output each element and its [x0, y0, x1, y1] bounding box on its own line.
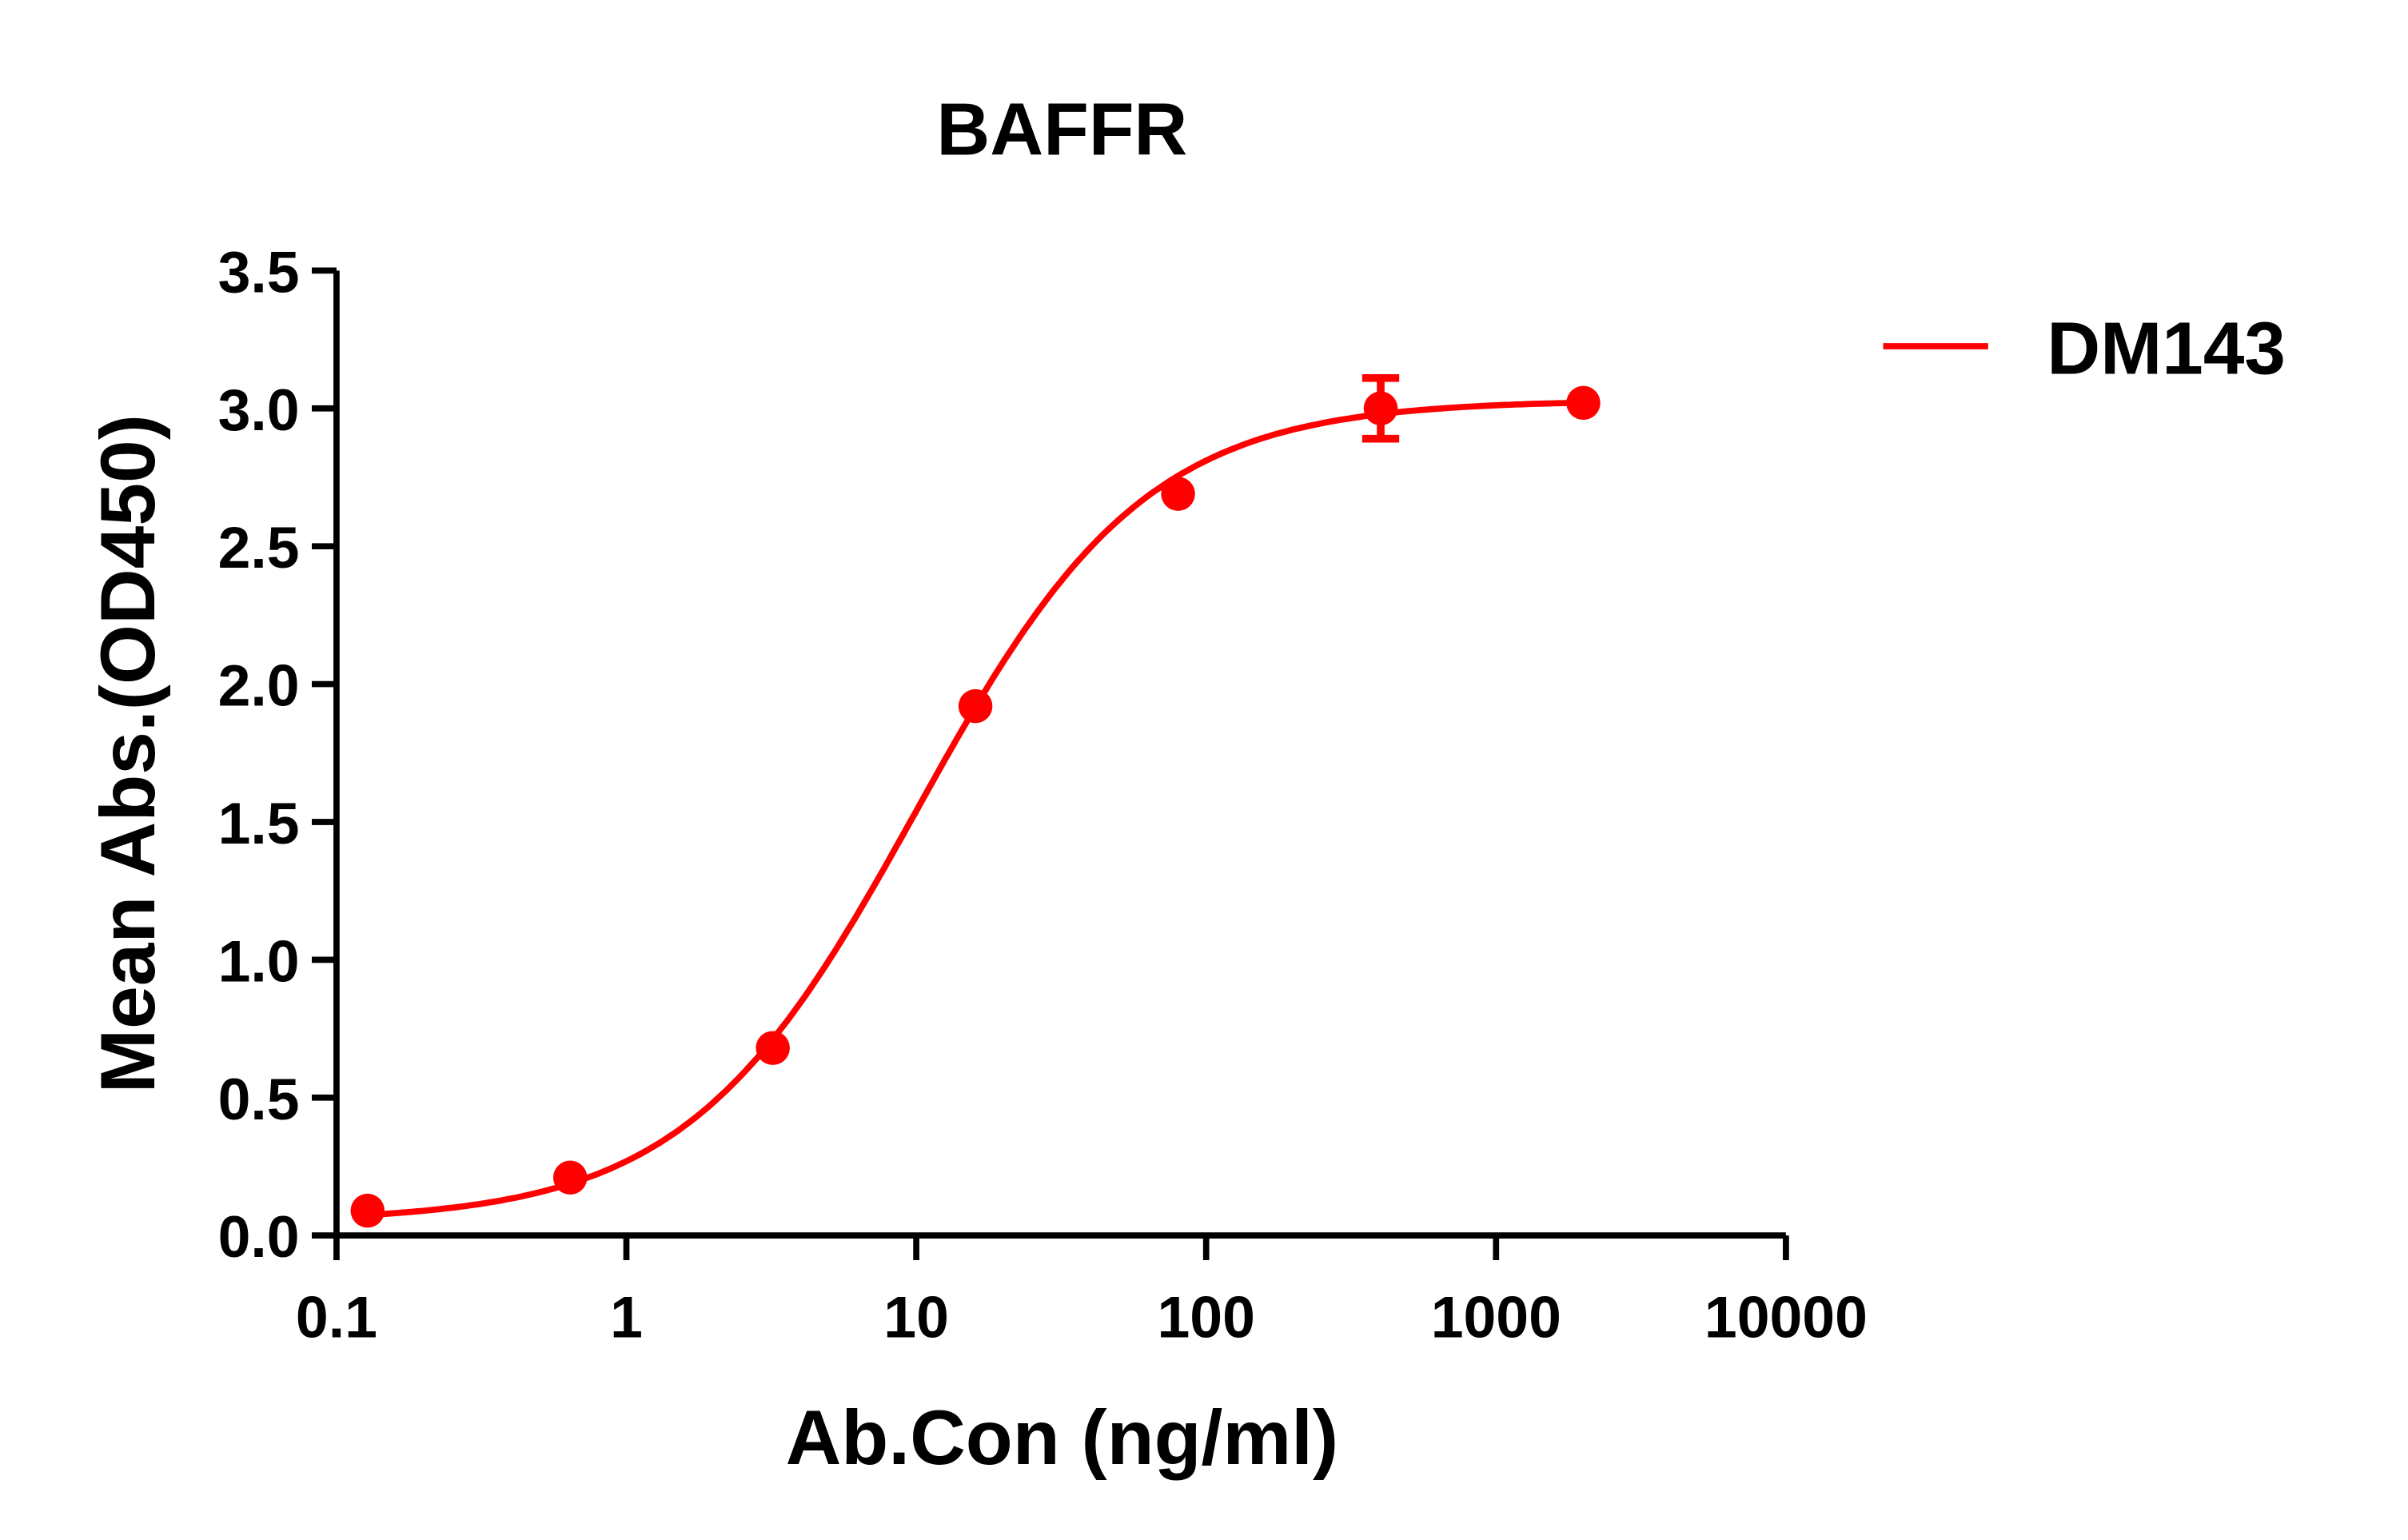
y-tick-label: 2.5: [218, 515, 300, 580]
legend: DM143: [1883, 307, 2286, 390]
x-tick-label: 0.1: [296, 1285, 377, 1350]
data-point: [1161, 477, 1195, 511]
y-tick-label: 1.0: [218, 928, 300, 994]
y-tick-label: 1.5: [218, 791, 300, 856]
y-tick-label: 2.0: [218, 653, 300, 719]
x-tick-label: 10000: [1704, 1285, 1868, 1350]
data-point: [552, 1160, 588, 1195]
data-point: [350, 1193, 385, 1228]
x-tick-label: 1000: [1431, 1285, 1561, 1350]
x-tick-label: 100: [1158, 1285, 1255, 1350]
x-tick-label: 10: [883, 1285, 949, 1350]
x-axis-label: Ab.Con (ng/ml): [786, 1395, 1339, 1481]
fit-curve-dm143: [367, 399, 1584, 1219]
y-axis-label: Mean Abs.(OD450): [86, 414, 171, 1093]
y-tick-label: 0.5: [218, 1067, 300, 1132]
legend-label-dm143: DM143: [2047, 307, 2286, 390]
data-point: [1363, 391, 1398, 426]
y-tick-label: 3.0: [218, 377, 300, 443]
y-tick-label: 0.0: [218, 1204, 300, 1270]
data-layer: [350, 374, 1601, 1228]
data-point: [1566, 385, 1601, 421]
x-tick-label: 1: [610, 1285, 643, 1350]
chart-title: BAFFR: [936, 88, 1187, 171]
y-tick-label: 3.5: [218, 239, 300, 305]
axes: 0.0 0.5 1.0 1.5 2.0 2.5 3.0 3.5 0.1 1 10 100 1000 100…: [218, 239, 1868, 1350]
data-point: [958, 688, 993, 724]
data-point: [755, 1031, 790, 1065]
